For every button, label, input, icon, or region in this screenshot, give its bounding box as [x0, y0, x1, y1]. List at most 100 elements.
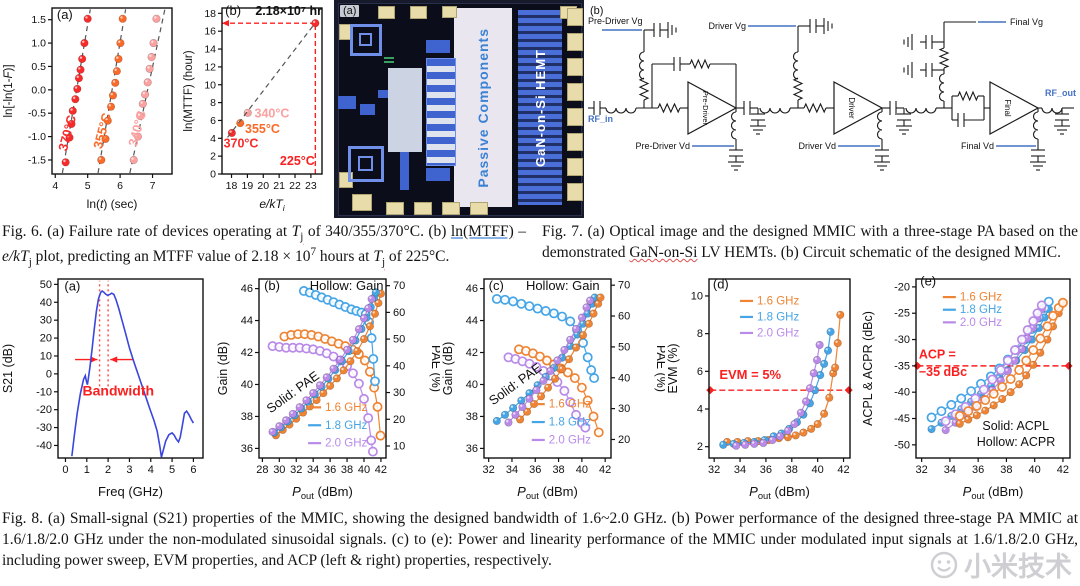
svg-text:34: 34	[307, 464, 319, 476]
svg-text:0: 0	[62, 464, 68, 476]
svg-text:32: 32	[708, 464, 720, 476]
chip-feature	[378, 6, 395, 19]
chip-feature	[442, 202, 460, 215]
chip-feature	[384, 61, 394, 63]
svg-text:21: 21	[273, 180, 285, 192]
svg-text:10: 10	[40, 350, 52, 362]
svg-text:Pre-Driver Vg: Pre-Driver Vg	[588, 16, 643, 26]
svg-text:5: 5	[85, 180, 91, 192]
passive-components-label: Passive Components	[475, 27, 491, 188]
svg-text:38: 38	[241, 411, 253, 423]
svg-text:1.8 GHz: 1.8 GHz	[325, 419, 367, 431]
svg-text:7: 7	[150, 180, 156, 192]
figure-7b-circuit-schematic: (b) RF_in Pre-Driver Vg Pre-Driver Pre-Drive…	[588, 5, 1076, 171]
svg-text:Pout (dBm): Pout (dBm)	[749, 484, 810, 501]
svg-text:-1.0: -1.0	[28, 131, 46, 143]
fig6-caption: Fig. 6. (a) Failure rate of devices oper…	[2, 223, 526, 269]
svg-text:10: 10	[393, 440, 405, 452]
svg-text:38: 38	[552, 464, 564, 476]
svg-text:19: 19	[242, 180, 254, 192]
svg-text:36: 36	[241, 443, 253, 455]
svg-text:340°C: 340°C	[255, 106, 290, 120]
svg-text:2: 2	[210, 151, 216, 163]
svg-text:42: 42	[1057, 464, 1069, 476]
fig8-caption: Fig. 8. (a) Small-signal (S21) propertie…	[2, 509, 1078, 569]
svg-text:(c): (c)	[489, 278, 504, 293]
figure-7a-chip-photo: Passive Components GaN-on-Si HEMT (a)	[334, 0, 584, 218]
chip-feature	[567, 58, 583, 76]
chip-feature	[567, 8, 583, 26]
svg-text:4: 4	[148, 464, 154, 476]
chip-feature	[384, 57, 394, 59]
fig6a-weibull-chart: 4 5 6 7 -1.5 -1.0 -0.5 0.0 0.5 1.0 1.5 ln(t) (sec) l…	[0, 0, 180, 219]
svg-text:18: 18	[204, 8, 216, 20]
svg-text:5: 5	[169, 464, 175, 476]
fig8e-acp-chart: 32 34 36 38 40 42 -20 -25 -30 -35 -40 -45 -50 Pout (d…	[860, 271, 1080, 505]
chip-feature	[567, 108, 583, 126]
svg-text:1.6 GHz: 1.6 GHz	[757, 295, 799, 307]
svg-text:32: 32	[483, 464, 495, 476]
svg-text:ln(MTTF) (hour): ln(MTTF) (hour)	[183, 50, 195, 131]
svg-text:ACPL & ACPR (dBc): ACPL & ACPR (dBc)	[861, 311, 875, 426]
figure-8: 0 1 2 3 4 5 6 50 40 30 20 10 0 -10 -20 -30 -40 Freq (GHz)…	[0, 271, 1080, 505]
svg-text:38: 38	[341, 464, 353, 476]
svg-text:ln(t) (sec): ln(t) (sec)	[87, 197, 138, 211]
svg-text:20: 20	[393, 413, 405, 425]
svg-text:40: 40	[466, 379, 478, 391]
chip-feature	[378, 90, 389, 98]
chip-feature	[410, 6, 427, 19]
chip-feature	[350, 24, 382, 56]
svg-text:36: 36	[466, 443, 478, 455]
svg-text:1.6 GHz: 1.6 GHz	[960, 291, 1002, 303]
svg-text:46: 46	[241, 283, 253, 295]
svg-text:22: 22	[289, 180, 301, 192]
svg-text:e/kTi: e/kTi	[259, 197, 285, 213]
svg-text:40: 40	[618, 372, 630, 384]
svg-text:0: 0	[210, 169, 216, 181]
chip-feature	[388, 68, 422, 152]
svg-text:32: 32	[290, 464, 302, 476]
svg-text:40: 40	[393, 360, 405, 372]
svg-text:Final: Final	[1003, 99, 1012, 117]
chip-feature	[400, 152, 409, 190]
fig8a-s21-chart: 0 1 2 3 4 5 6 50 40 30 20 10 0 -10 -20 -30 -40 Freq (GHz)…	[0, 271, 215, 505]
svg-text:1.5: 1.5	[31, 14, 46, 26]
svg-text:S21 (dB): S21 (dB)	[1, 344, 15, 393]
chip-feature	[470, 202, 488, 215]
svg-text:42: 42	[375, 464, 387, 476]
svg-text:1.0: 1.0	[31, 38, 46, 50]
svg-text:Pre-Driver: Pre-Driver	[701, 91, 710, 126]
svg-text:370°C: 370°C	[224, 137, 259, 151]
svg-text:36: 36	[972, 464, 984, 476]
svg-text:50: 50	[40, 279, 52, 291]
svg-text:-30: -30	[36, 422, 52, 434]
svg-text:40: 40	[576, 464, 588, 476]
chip-feature	[442, 6, 457, 18]
svg-text:(a): (a)	[64, 278, 80, 293]
svg-text:60: 60	[393, 307, 405, 319]
chip-hemt-region: GaN-on-Si HEMT	[518, 10, 562, 205]
svg-text:1: 1	[84, 464, 90, 476]
chip-feature	[414, 202, 432, 215]
svg-text:RF_out: RF_out	[1045, 88, 1076, 98]
chip-feature	[348, 146, 384, 182]
svg-text:8: 8	[697, 328, 703, 340]
svg-text:32: 32	[916, 464, 928, 476]
chip-feature	[360, 104, 375, 115]
svg-text:2.0 GHz: 2.0 GHz	[325, 437, 367, 449]
svg-text:Hollow: Gain: Hollow: Gain	[310, 278, 384, 293]
svg-text:4: 4	[210, 133, 216, 145]
svg-text:Final Vg: Final Vg	[1010, 17, 1043, 27]
svg-text:36: 36	[324, 464, 336, 476]
svg-text:30: 30	[393, 387, 405, 399]
svg-text:18: 18	[226, 180, 238, 192]
svg-text:RF_in: RF_in	[588, 114, 613, 124]
svg-text:Pre-Driver Vd: Pre-Driver Vd	[635, 141, 690, 151]
svg-text:Pout (dBm): Pout (dBm)	[517, 484, 578, 501]
svg-text:50: 50	[618, 341, 630, 353]
svg-text:46: 46	[466, 283, 478, 295]
svg-text:355°C: 355°C	[90, 111, 114, 151]
chip-feature	[567, 183, 583, 201]
gan-hemt-label: GaN-on-Si HEMT	[532, 48, 548, 167]
svg-text:PAE (%): PAE (%)	[429, 345, 440, 392]
